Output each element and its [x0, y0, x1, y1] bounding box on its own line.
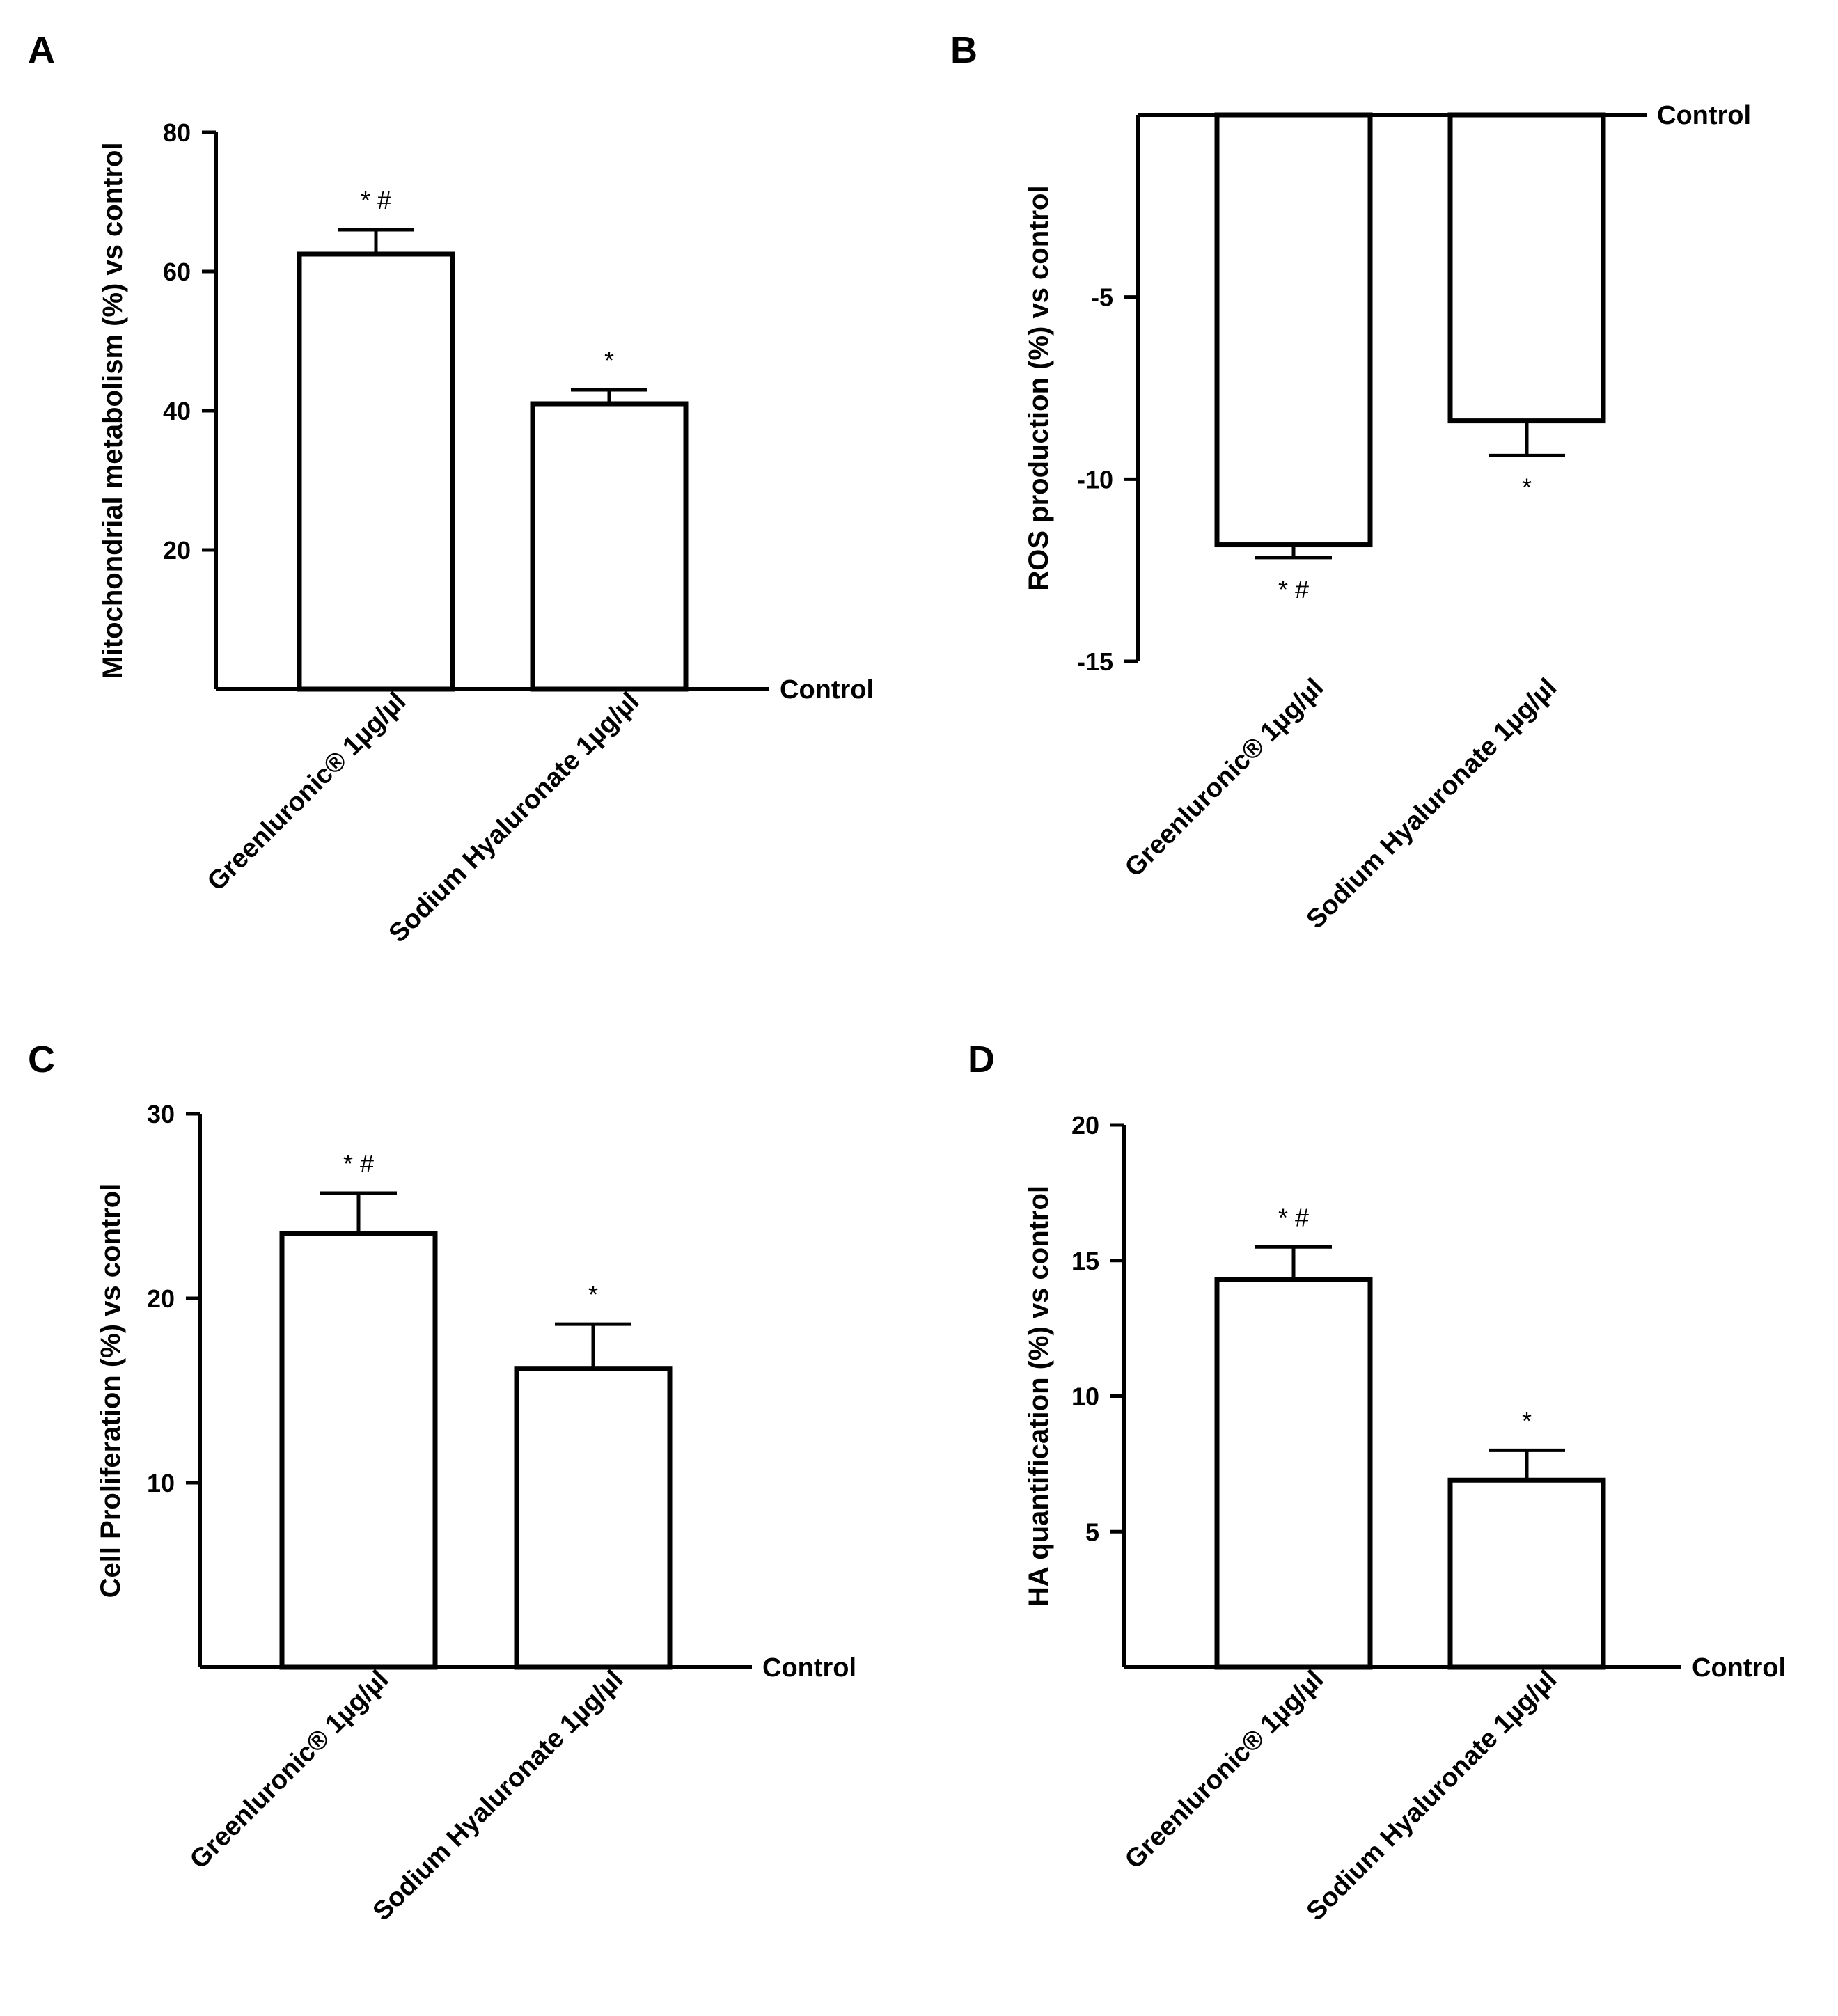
- category-label: Sodium Hyaluronate 1µg/µl: [384, 687, 645, 949]
- y-tick-label: 60: [163, 258, 191, 286]
- bar: [1214, 1277, 1373, 1670]
- category-label: Sodium Hyaluronate 1µg/µl: [1301, 1665, 1563, 1927]
- significance-marker: * #: [361, 186, 391, 214]
- y-axis-title: HA quantification (%) vs control: [1023, 1186, 1054, 1607]
- y-tick-label: 40: [163, 397, 191, 425]
- y-tick-label: 20: [163, 536, 191, 565]
- y-tick-label: 80: [163, 118, 191, 147]
- y-tick-label: -15: [1077, 647, 1113, 676]
- panel-c: C 10 20 30 Cell Proliferation (%) vs control…: [28, 1039, 856, 1926]
- bar: [514, 1366, 673, 1670]
- panel-a: A 20 40 60 80 Mitochondrial metabolism (%) vs…: [28, 29, 874, 948]
- y-axis-title: ROS production (%) vs control: [1023, 185, 1054, 590]
- panel-letter: A: [28, 29, 55, 71]
- y-tick-label: -5: [1091, 283, 1113, 312]
- y-tick-label: 30: [147, 1100, 175, 1128]
- panel-b: B -5 -10 -15 ROS production (%) vs control * …: [950, 29, 1751, 934]
- category-label: Greenluronic® 1µg/µl: [202, 687, 411, 897]
- bar: [1447, 112, 1606, 424]
- bar: [279, 1231, 438, 1670]
- panel-letter: D: [968, 1039, 995, 1080]
- baseline-label: Control: [780, 675, 874, 704]
- y-tick-label: -10: [1077, 465, 1113, 494]
- panel-letter: C: [28, 1039, 55, 1080]
- y-axis-title: Mitochondrial metabolism (%) vs control: [97, 142, 128, 679]
- significance-marker: *: [604, 346, 614, 375]
- y-tick-label: 10: [147, 1469, 175, 1497]
- significance-marker: * #: [1278, 575, 1309, 604]
- significance-marker: * #: [343, 1149, 374, 1178]
- baseline-label: Control: [1692, 1653, 1786, 1683]
- y-tick-label: 10: [1071, 1383, 1099, 1411]
- category-label: Greenluronic® 1µg/µl: [1120, 673, 1329, 883]
- significance-marker: * #: [1278, 1203, 1309, 1231]
- significance-marker: *: [1522, 473, 1532, 501]
- category-label: Sodium Hyaluronate 1µg/µl: [1301, 673, 1563, 935]
- bar: [297, 251, 455, 692]
- baseline-label: Control: [762, 1653, 856, 1683]
- y-tick-label: 20: [1071, 1111, 1099, 1140]
- significance-marker: *: [1522, 1406, 1532, 1435]
- bar: [1214, 112, 1373, 548]
- category-label: Sodium Hyaluronate 1µg/µl: [368, 1665, 629, 1927]
- category-label: Greenluronic® 1µg/µl: [184, 1665, 394, 1875]
- bar: [530, 401, 689, 692]
- y-axis-title: Cell Proliferation (%) vs control: [95, 1183, 126, 1598]
- panel-letter: B: [950, 29, 977, 71]
- y-tick-label: 5: [1085, 1518, 1099, 1546]
- y-tick-label: 20: [147, 1284, 175, 1313]
- y-tick-label: 15: [1071, 1247, 1099, 1275]
- panel-d: D 5 10 15 20 HA quantification (%) vs control…: [968, 1039, 1786, 1926]
- significance-marker: *: [588, 1280, 598, 1309]
- baseline-label: Control: [1657, 101, 1751, 130]
- category-label: Greenluronic® 1µg/µl: [1120, 1665, 1329, 1875]
- bar: [1447, 1477, 1606, 1670]
